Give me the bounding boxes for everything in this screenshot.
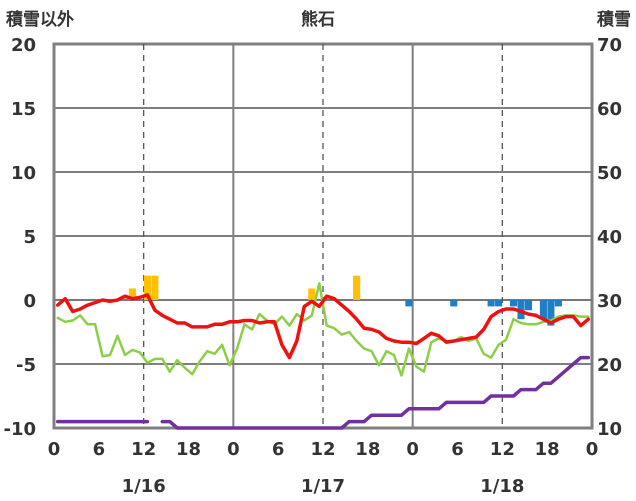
x-tick-label: 0 [586,439,599,460]
precip-bar [450,300,458,307]
right-axis-label: 積雪 [597,9,631,30]
precip-bar [128,288,137,300]
x-tick-label: 18 [535,439,560,460]
right-y-tick-label: 50 [597,163,622,184]
right-y-tick-label: 60 [597,99,622,120]
left-axis-label: 積雪以外 [6,9,74,30]
precip-bar [524,300,533,311]
precip-bar [151,275,159,300]
x-tick-label: 12 [310,439,335,460]
right-y-tick-label: 70 [597,35,622,56]
precip-bar [509,300,518,307]
x-ticks: 0 6 12 18 0 6 12 18 0 6 12 18 0 [48,439,599,460]
left-y-tick-label: 0 [23,291,36,312]
precip-bar [495,300,503,307]
precip-bar [554,300,562,307]
x-tick-label: 12 [490,439,515,460]
date-label: 1/18 [480,476,524,497]
right-y-tick-label: 40 [597,227,622,248]
precip-bar [539,300,547,320]
left-y-tick-label: 5 [23,227,36,248]
chart-texts: 熊石 積雪以外 積雪 [6,9,631,30]
precip-bar [547,300,555,326]
series-lines [55,282,591,430]
precip-bar [517,300,525,320]
precip-bar [353,275,361,300]
x-tick-label: 6 [93,439,106,460]
right-y-tick-label: 30 [597,291,622,312]
x-tick-label: 0 [227,439,240,460]
x-tick-label: 6 [451,439,464,460]
left-y-tick-label: 20 [11,35,36,56]
chart-title: 熊石 [301,9,335,30]
left-y-tick-label: -10 [3,419,36,440]
x-tick-label: 12 [131,439,156,460]
right-y-tick-label: 10 [597,419,622,440]
x-tick-label: 6 [272,439,285,460]
x-tick-label: 0 [48,439,61,460]
left-y-tick-label: 15 [11,99,36,120]
temperature-series-line [55,293,591,360]
precip-bars [128,275,562,326]
precip-bar [487,300,495,307]
right-y-tick-label: 20 [597,355,622,376]
precip-bar [308,288,316,300]
grid [54,44,592,428]
x-tick-label: 18 [176,439,201,460]
left-y-ticks: 20 15 10 5 0 -5 -10 [3,35,36,440]
left-y-tick-label: 10 [11,163,36,184]
x-tick-label: 0 [406,439,419,460]
right-y-ticks: 70 60 50 40 30 20 10 [597,35,622,440]
x-tick-label: 18 [355,439,380,460]
date-labels: 1/16 1/17 1/18 [122,476,525,497]
date-label: 1/16 [122,476,166,497]
precip-bar [143,275,151,300]
precip-bar [405,300,413,307]
snow_depth-series-line [55,355,591,430]
date-label: 1/17 [301,476,345,497]
secondary-series-line [56,282,590,377]
left-y-tick-label: -5 [16,355,36,376]
